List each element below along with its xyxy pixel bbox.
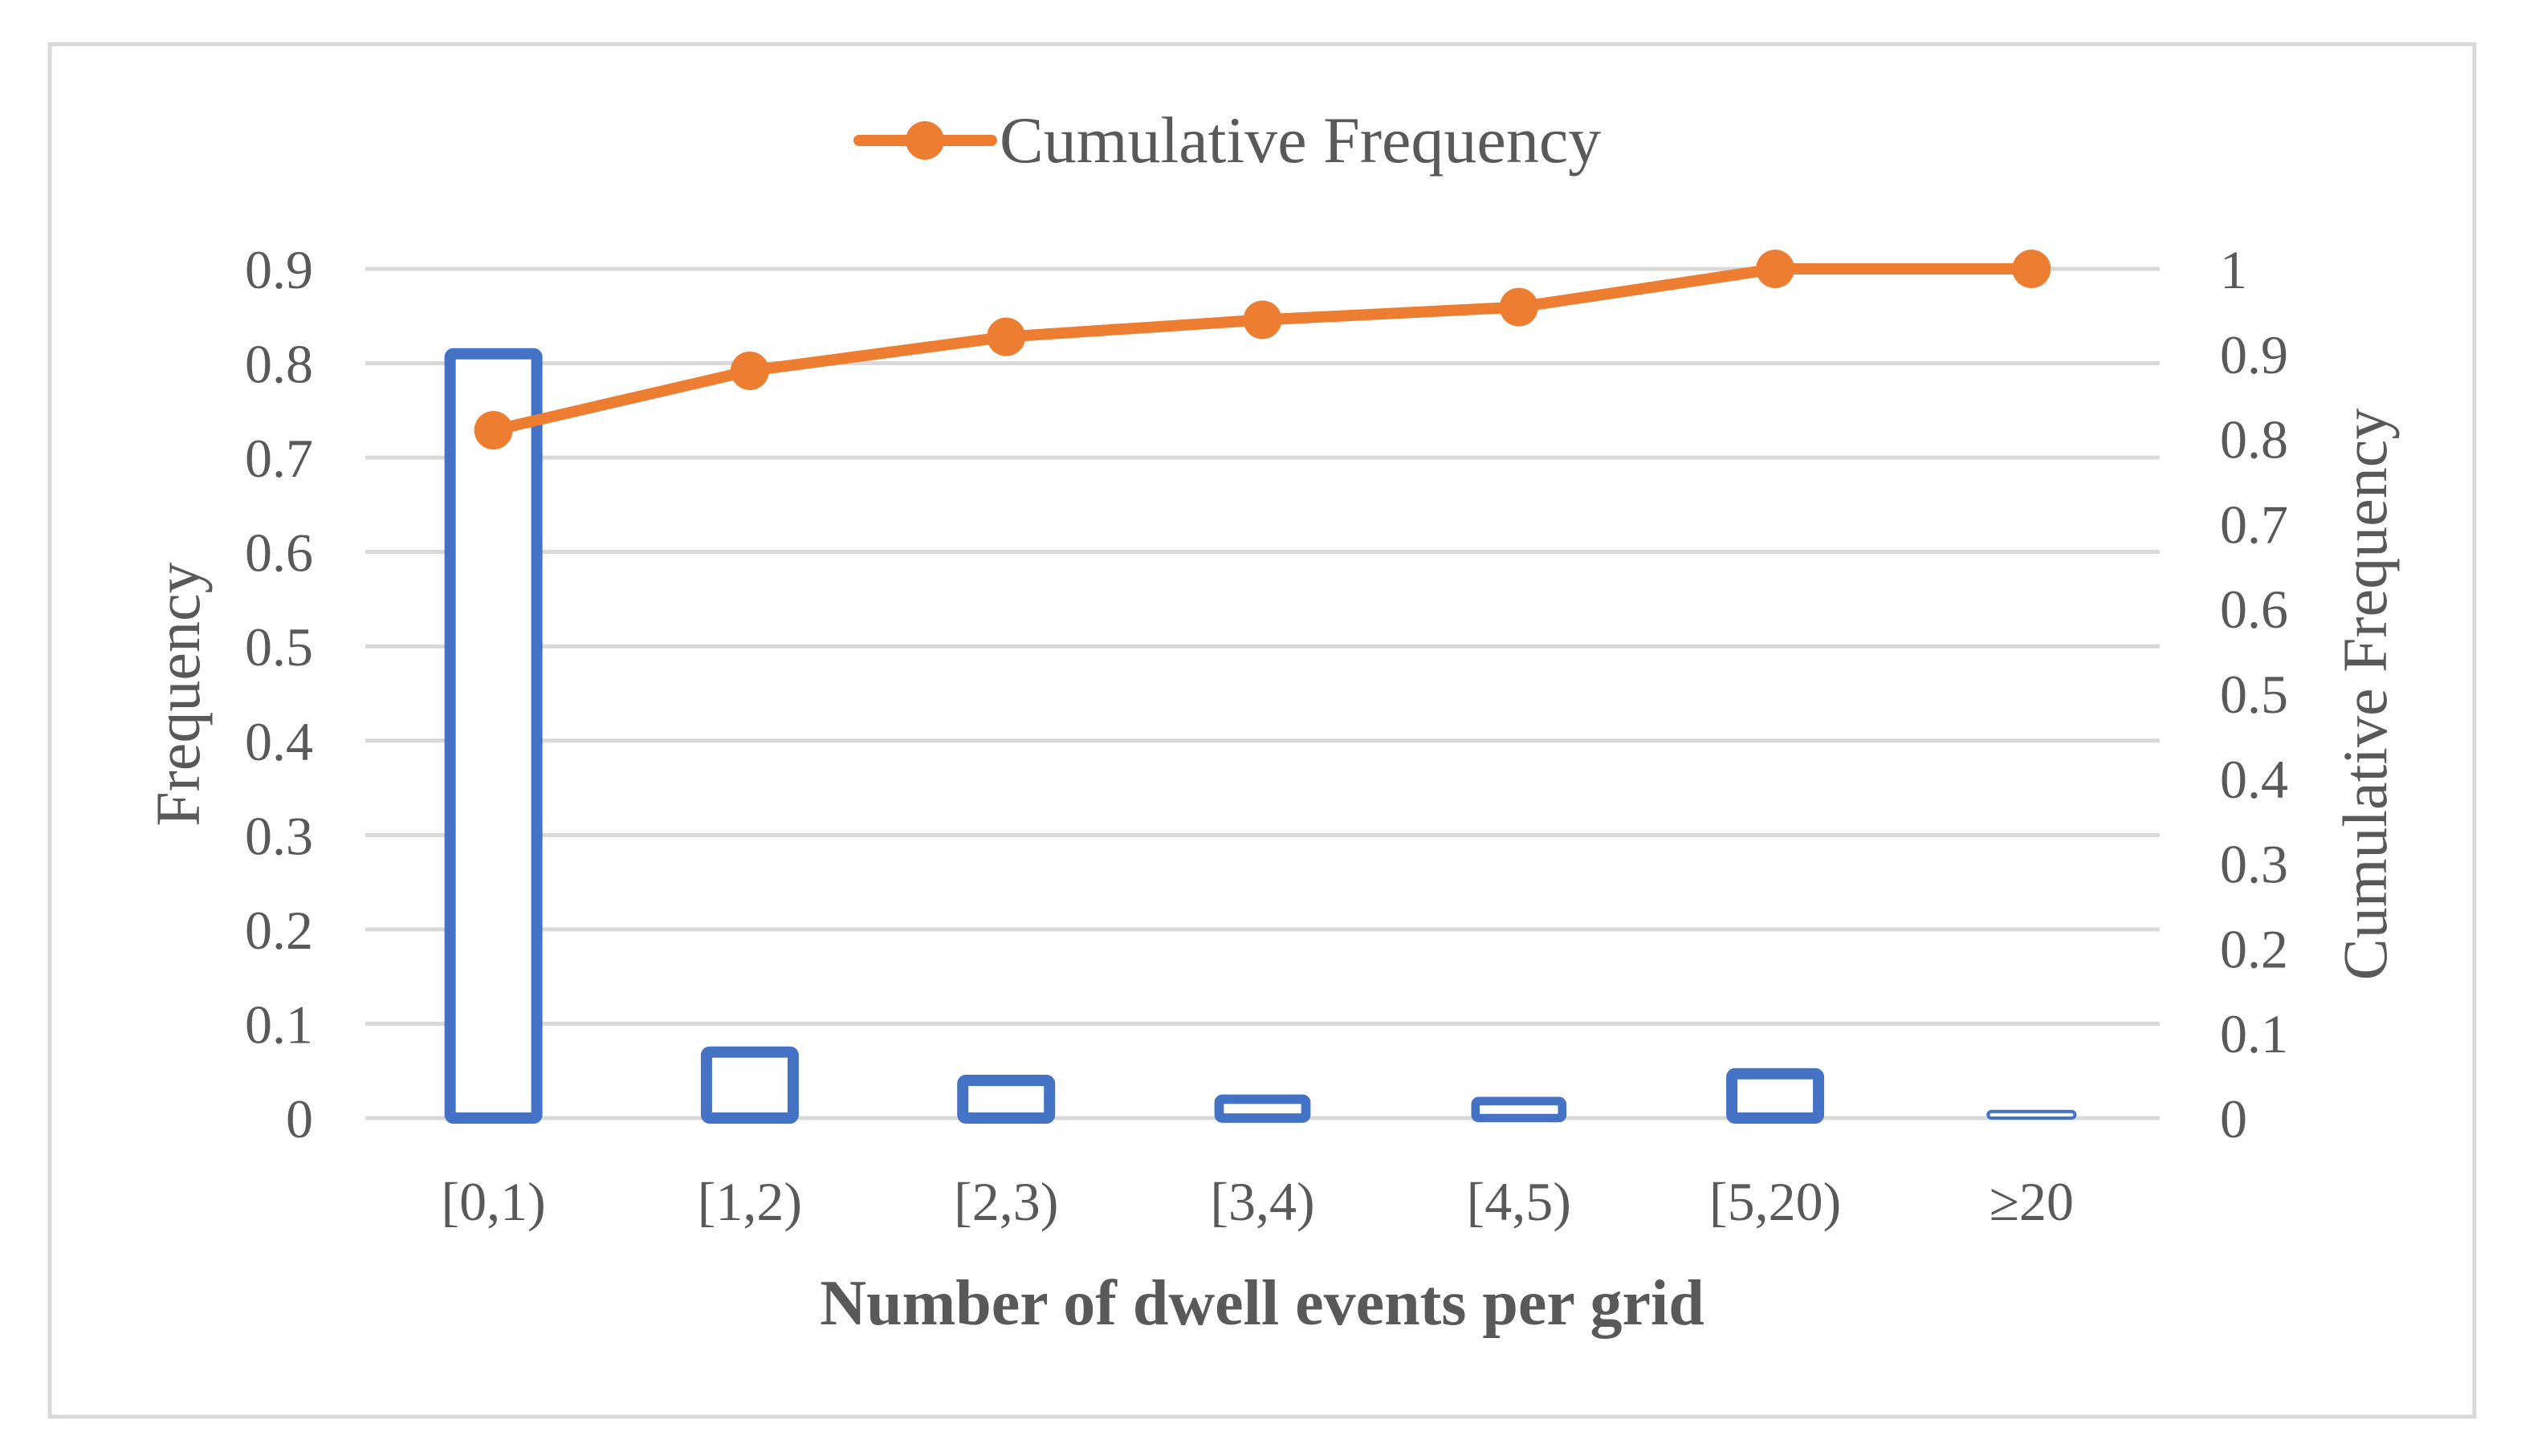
bar — [1471, 1096, 1567, 1123]
y2-axis-title: Cumulative Frequency — [2330, 409, 2400, 981]
y2-tick-label: 0.1 — [2220, 1003, 2288, 1064]
gridlines — [365, 266, 2160, 1120]
y-tick-label: 0 — [286, 1088, 313, 1149]
y2-tick-label: 0.2 — [2220, 918, 2288, 979]
y-tick-label: 0.3 — [245, 805, 313, 866]
x-tick-label: [1,2) — [698, 1171, 802, 1232]
x-axis-ticks: [0,1) [1,2) [2,3) [3,4) [4,5) [5,20) ≥20 — [441, 1171, 2074, 1232]
x-tick-label: [2,3) — [954, 1171, 1058, 1232]
line-point — [2012, 250, 2051, 288]
y-tick-label: 0.6 — [245, 523, 313, 584]
y2-tick-label: 1 — [2220, 239, 2247, 300]
x-tick-label: [5,20) — [1709, 1171, 1841, 1232]
y-axis-title: Frequency — [143, 562, 213, 826]
y2-tick-label: 0.5 — [2220, 664, 2288, 725]
line-point — [987, 317, 1026, 356]
y2-tick-label: 0.8 — [2220, 409, 2288, 470]
x-tick-label: ≥20 — [1989, 1171, 2074, 1232]
bar — [444, 348, 543, 1124]
line-point — [474, 411, 513, 450]
x-tick-label: [3,4) — [1210, 1171, 1314, 1232]
y2-tick-label: 0 — [2220, 1088, 2247, 1149]
line-point — [1499, 287, 1538, 327]
y-tick-label: 0.7 — [245, 428, 313, 489]
y-tick-label: 0.4 — [245, 711, 313, 772]
y2-tick-label: 0.3 — [2220, 834, 2288, 895]
line-point — [1243, 300, 1282, 340]
y2-tick-label: 0.9 — [2220, 324, 2288, 385]
bar — [1214, 1094, 1311, 1123]
y-tick-label: 0.2 — [245, 900, 313, 961]
bar — [1986, 1109, 2077, 1120]
line-point — [1756, 250, 1795, 288]
y-tick-label: 0.5 — [245, 616, 313, 677]
x-tick-label: [0,1) — [441, 1171, 545, 1232]
line-series — [474, 250, 2051, 450]
x-axis-title: Number of dwell events per grid — [820, 1268, 1704, 1339]
y-tick-label: 0.9 — [245, 239, 313, 300]
bar — [1726, 1068, 1825, 1125]
bar-series — [444, 348, 2077, 1125]
legend: Cumulative Frequency — [853, 104, 1601, 177]
legend-dot-marker — [906, 121, 944, 160]
y-tick-label: 0.8 — [245, 334, 313, 395]
y-axis-ticks: 0 0.1 0.2 0.3 0.4 0.5 0.6 0.7 0.8 0.9 — [245, 239, 313, 1149]
y2-tick-label: 0.7 — [2220, 494, 2288, 555]
bar — [957, 1074, 1056, 1125]
bar — [700, 1046, 799, 1124]
legend-label: Cumulative Frequency — [1000, 104, 1601, 177]
x-tick-label: [4,5) — [1467, 1171, 1571, 1232]
y-tick-label: 0.1 — [245, 994, 313, 1055]
y2-tick-label: 0.6 — [2220, 579, 2288, 640]
y2-tick-label: 0.4 — [2220, 749, 2288, 810]
y2-axis-ticks: 0 0.1 0.2 0.3 0.4 0.5 0.6 0.7 0.8 0.9 1 — [2220, 239, 2288, 1149]
line-point — [730, 351, 769, 390]
